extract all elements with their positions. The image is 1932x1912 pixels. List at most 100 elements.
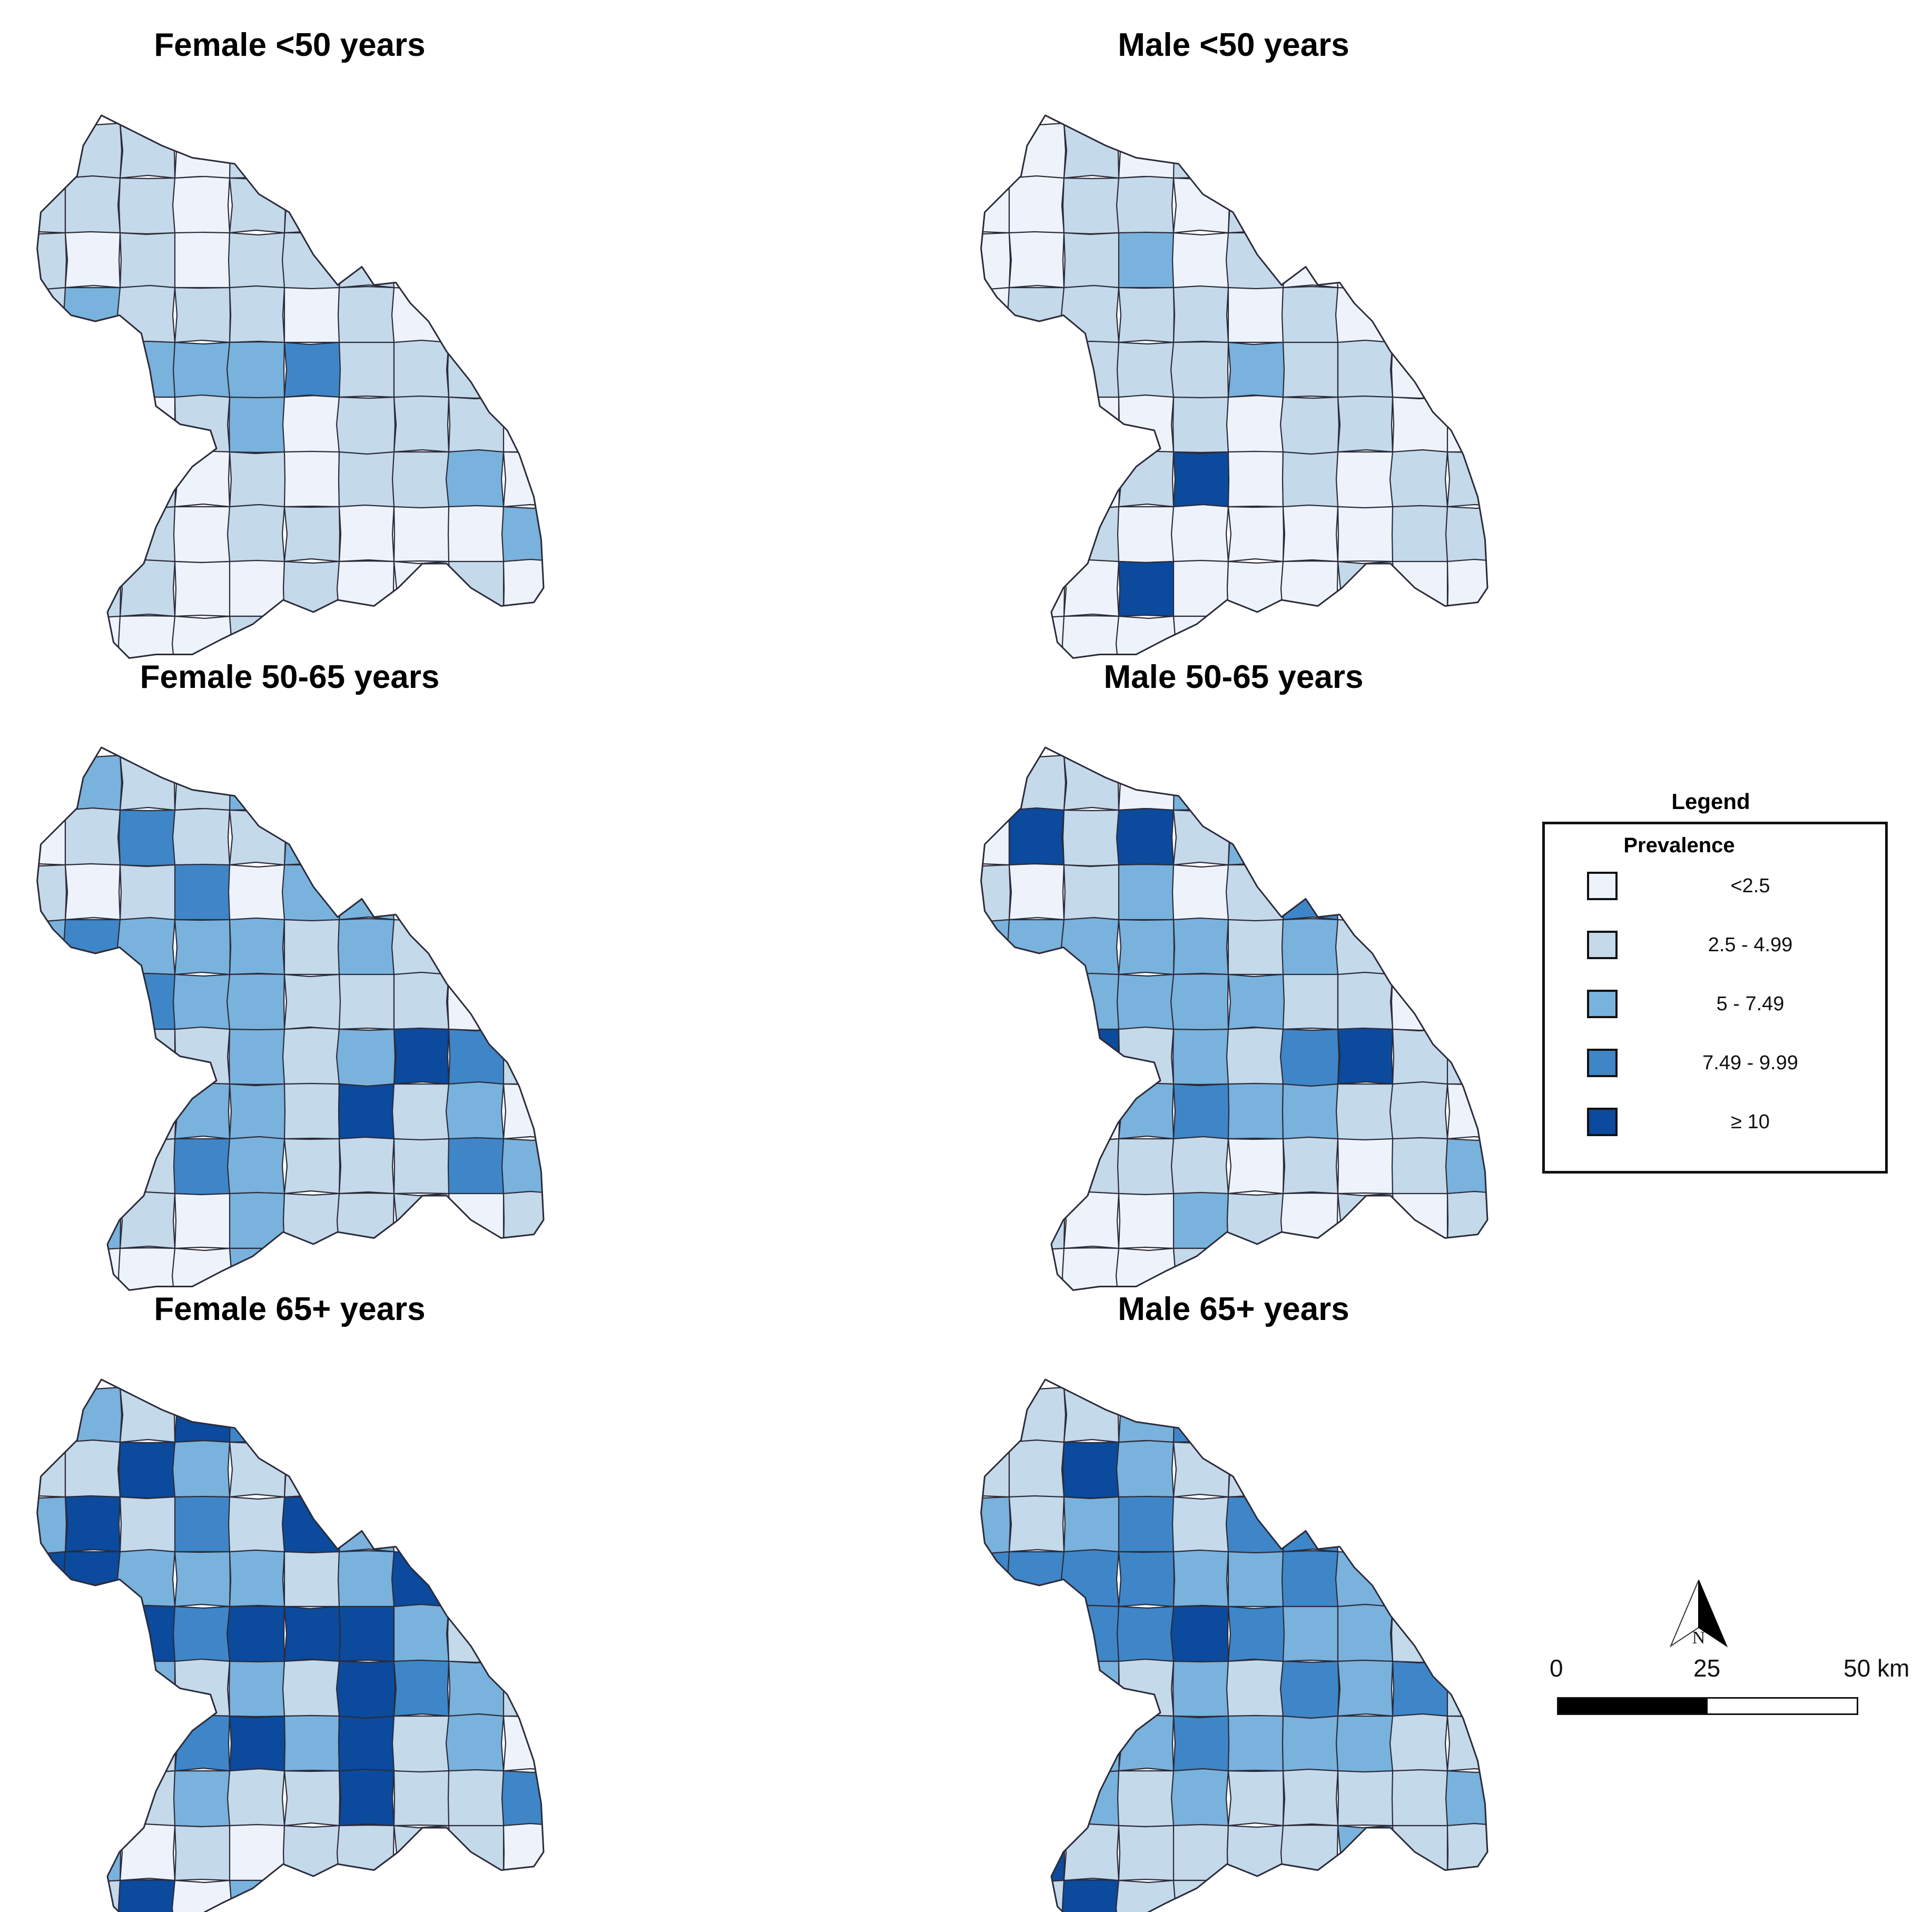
map-region [1006,1825,1066,1884]
map-region [1335,1551,1395,1610]
map-region [119,1028,176,1085]
map-region [171,1879,233,1912]
map-region [174,394,231,453]
map-region [1282,341,1339,398]
map-region [283,450,340,508]
map-region [1282,230,1339,289]
map-region [62,560,122,620]
map-region [64,1495,121,1553]
map-region [1118,754,1177,811]
map-region [1006,1192,1066,1252]
map-region [1389,1081,1448,1142]
study-area-outline [980,746,1489,1291]
legend-swatch [1587,990,1618,1018]
scale-label-50km: 50 km [1844,1654,1910,1682]
map-region [1227,450,1284,508]
choropleth-map-male-under50 [980,114,1489,659]
map-region [1335,1083,1394,1141]
map-region [338,230,395,289]
map-region [1172,1028,1230,1086]
legend-swatch [1587,1049,1618,1077]
map-region [119,1386,176,1443]
map-region [116,1549,176,1610]
legend-item: 2.5 - 4.99 [1587,931,1871,962]
map-region [64,231,121,289]
legend-item: 5 - 7.49 [1587,990,1871,1021]
map-region [281,232,340,291]
map-region [338,504,395,563]
map-region [1063,1028,1120,1085]
map-region [1226,560,1286,618]
legend-box: Prevalence <2.5 2.5 - 4.99 5 - 7.49 7.49… [1542,822,1888,1174]
map-region [1279,1660,1340,1720]
map-region [391,1715,450,1773]
map-region [118,1441,176,1499]
map-region [1337,1659,1394,1717]
map-region [283,341,342,398]
map-region [337,1550,395,1609]
map-region [171,1247,233,1290]
map-region [119,1660,176,1717]
map-region [1115,1879,1177,1912]
map-region [1446,1190,1488,1249]
map-region [1118,560,1176,617]
map-region [1392,1825,1448,1881]
map-region [393,1603,450,1662]
map-region [1008,863,1065,921]
study-area-outline [36,746,545,1291]
panel-title-male-under50: Male <50 years [1118,27,1349,63]
map-region [1279,396,1340,456]
map-region [1063,232,1121,289]
map-region [64,807,121,866]
choropleth-map-female-65plus [36,1378,545,1912]
map-region [448,396,506,453]
map-region [172,1605,232,1664]
map-region [1227,973,1286,1030]
map-region [445,449,505,510]
map-region [1226,1192,1286,1250]
panel-title-female-50-65: Female 50-65 years [140,659,440,695]
map-region [1063,1496,1121,1553]
map-region [1008,807,1065,866]
map-region [283,176,340,234]
legend-label: <2.5 [1730,875,1770,897]
choropleth-map-female-50-65 [36,746,545,1291]
map-region [1172,1715,1231,1772]
map-region [1391,505,1448,563]
map-region [1337,1825,1396,1881]
map-region [174,754,233,811]
map-region [1118,394,1175,453]
map-region [1392,396,1450,453]
map-region [174,1825,232,1881]
map-region [1060,1549,1120,1610]
map-region [1118,1658,1175,1717]
map-region [1282,504,1339,563]
map-region [448,1192,505,1249]
map-region [228,1028,286,1086]
map-region [37,287,68,344]
map-region [391,1551,451,1610]
map-region [338,1494,395,1553]
scale-label-25: 25 [1693,1654,1721,1682]
map-region [62,1192,122,1252]
map-region [226,973,285,1033]
map-region [1118,231,1175,289]
map-region [1117,506,1175,564]
map-region [283,1605,342,1662]
map-region [981,1441,1010,1498]
map-region [445,1081,505,1142]
map-region [1227,506,1285,563]
map-region [1391,1769,1448,1827]
map-region [502,1083,544,1140]
map-region [281,1496,340,1555]
map-region [1116,175,1175,236]
map-region [502,1660,544,1717]
map-region [1225,232,1284,291]
map-region [1446,1083,1488,1140]
map-region [1392,560,1448,617]
map-region [502,1190,544,1249]
map-region [226,504,285,565]
map-region [119,754,176,811]
map-region [174,1026,231,1085]
map-region [1280,1192,1339,1251]
